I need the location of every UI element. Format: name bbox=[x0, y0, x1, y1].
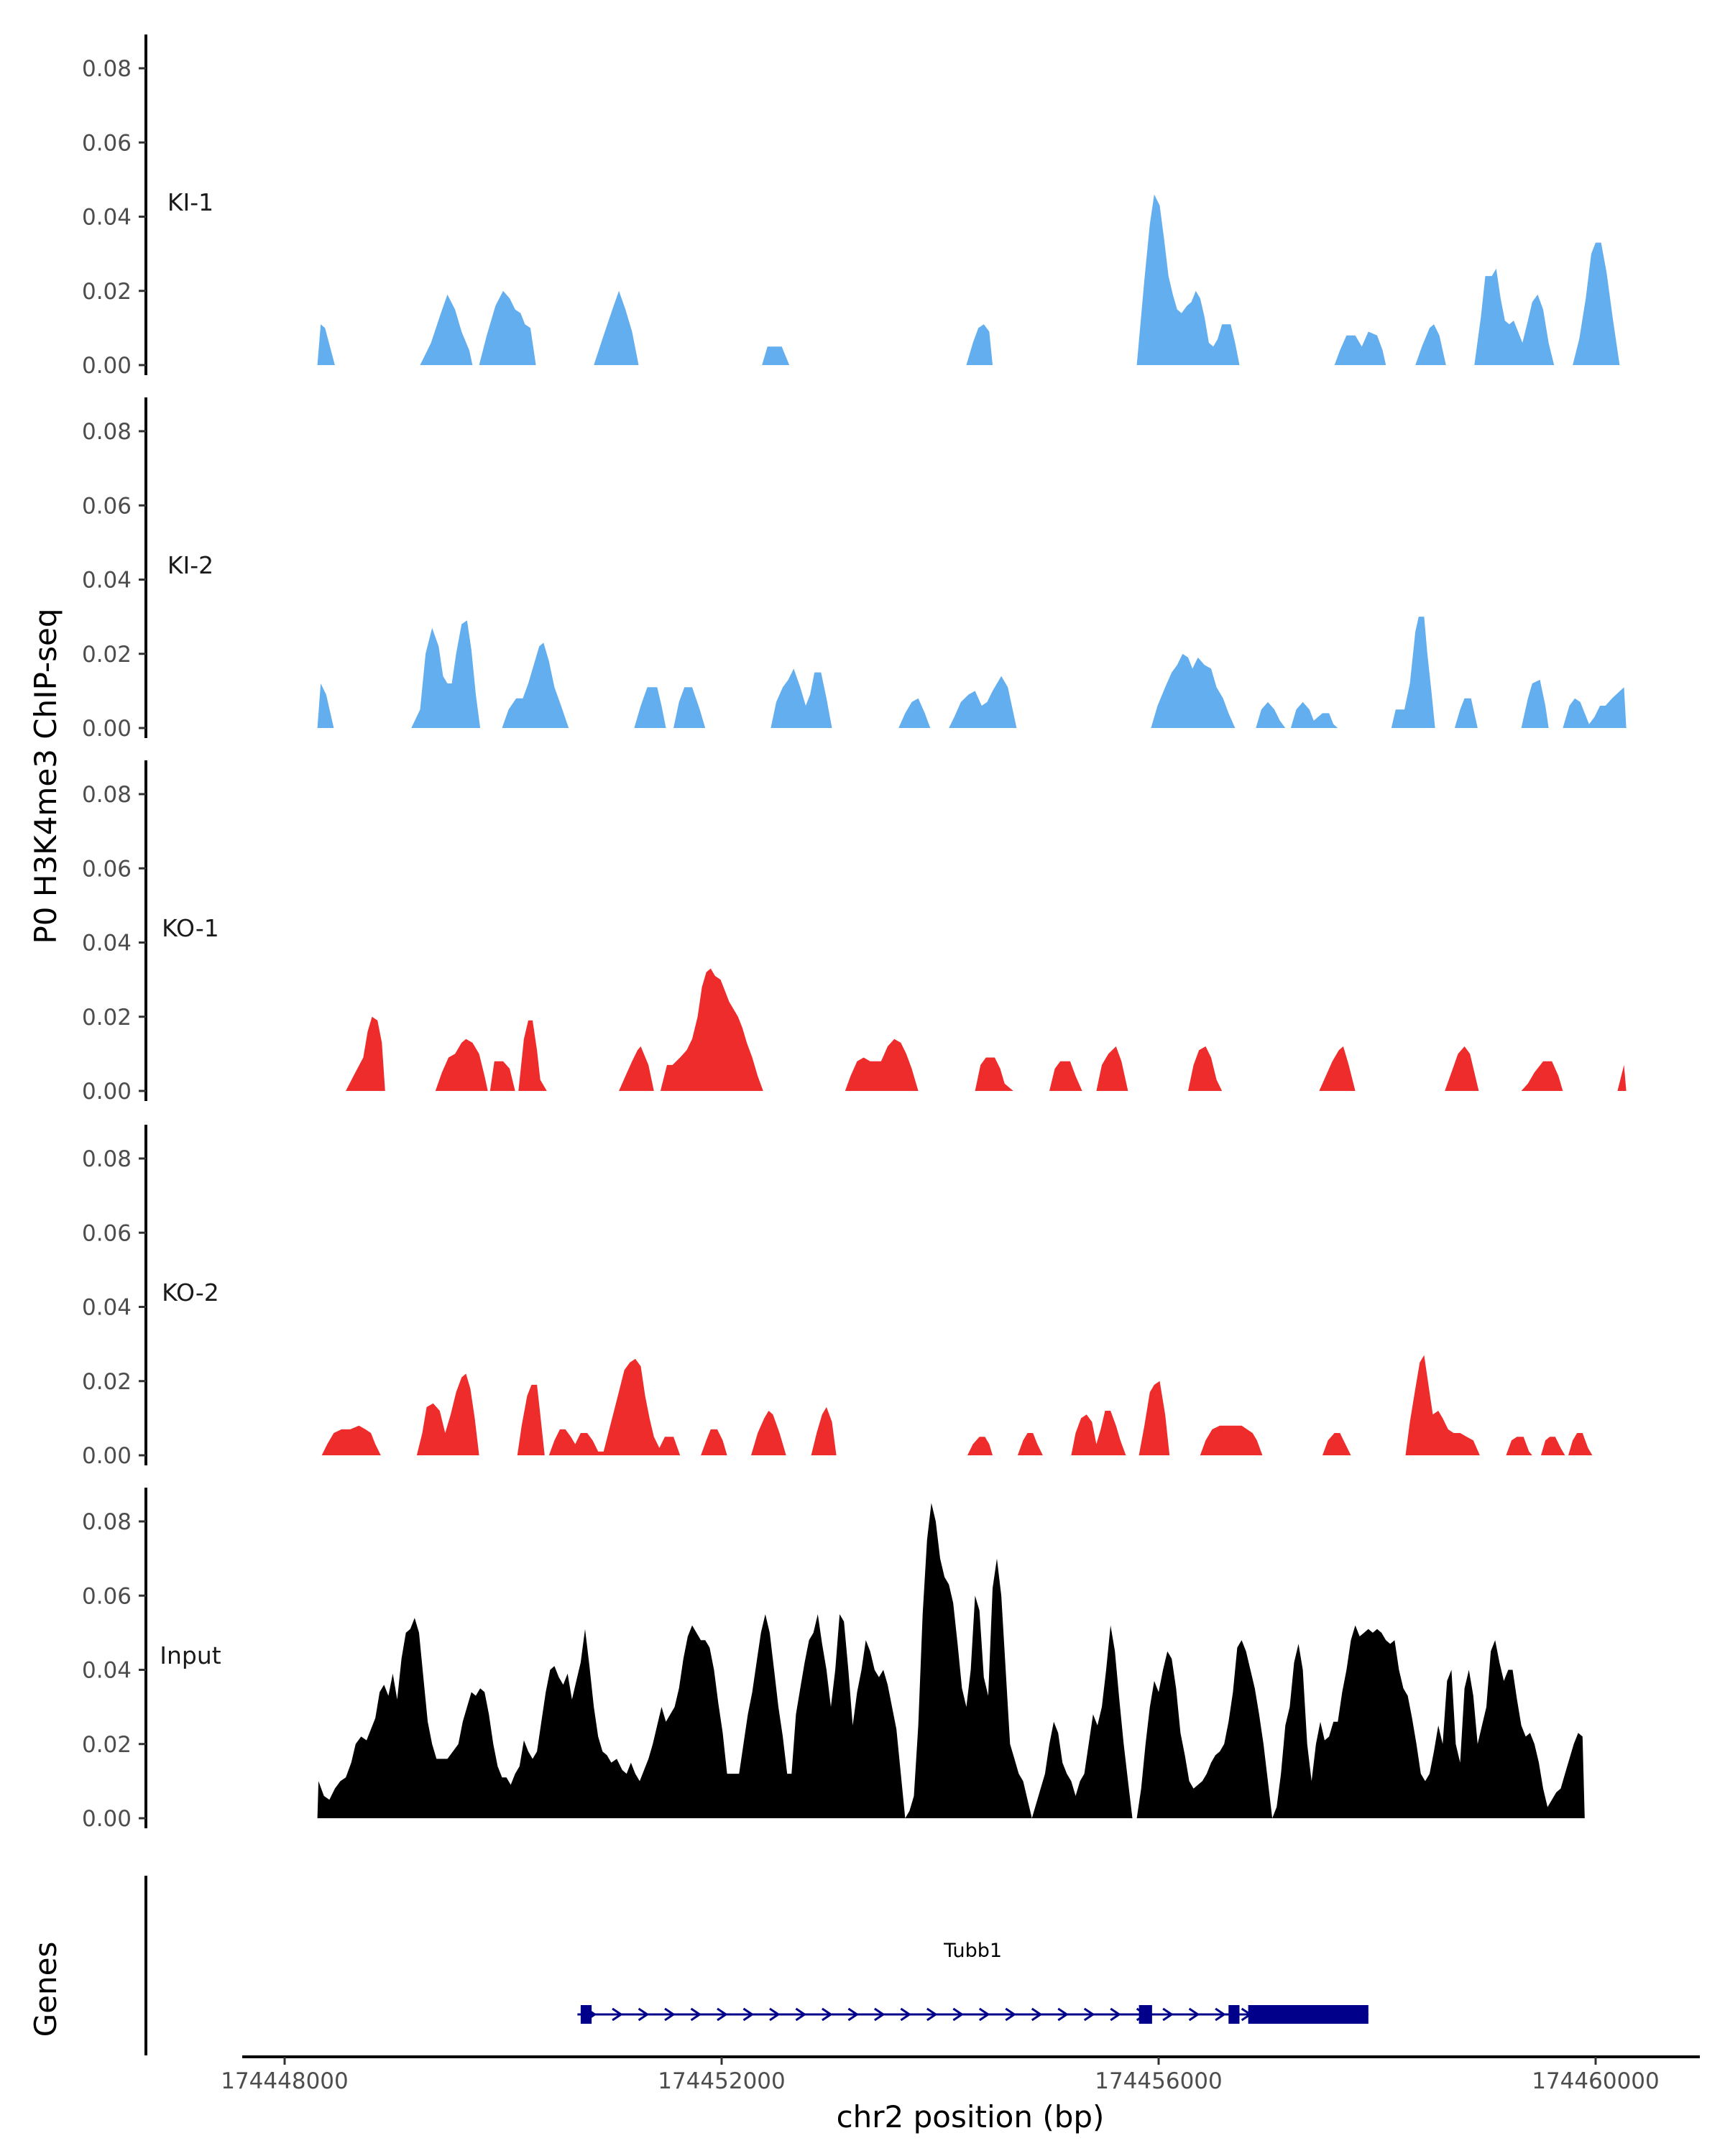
track-label: KO-2 bbox=[162, 1279, 219, 1307]
y-tick-label: 0.08 bbox=[82, 56, 132, 82]
gene-track: Tubb1 bbox=[144, 1876, 1368, 2055]
gene-name-label: Tubb1 bbox=[943, 1940, 1002, 1962]
strand-arrow bbox=[690, 2007, 702, 2022]
y-tick-label: 0.06 bbox=[82, 1583, 132, 1609]
signal-area-ko-1 bbox=[346, 968, 1627, 1091]
y-tick-label: 0.00 bbox=[82, 716, 132, 742]
y-tick-label: 0.08 bbox=[82, 782, 132, 808]
y-tick-label: 0.08 bbox=[82, 419, 132, 445]
strand-arrow bbox=[742, 2007, 755, 2022]
gene-exon-3 bbox=[1248, 2005, 1368, 2024]
track-input: 0.00 0.02 0.04 0.06 0.08 Input bbox=[82, 1488, 1585, 1832]
strand-arrow bbox=[612, 2007, 623, 2022]
gene-exon-1 bbox=[1138, 2005, 1152, 2024]
y-tick-label: 0.02 bbox=[82, 1732, 132, 1758]
y-tick-label: 0.08 bbox=[82, 1509, 132, 1535]
y-tick-label: 0.04 bbox=[82, 931, 132, 957]
y-tick-label: 0.04 bbox=[82, 1658, 132, 1684]
strand-arrow bbox=[874, 2007, 886, 2022]
strand-arrow bbox=[926, 2007, 938, 2022]
track-ko-1: 0.00 0.02 0.04 0.06 0.08 KO-1 bbox=[82, 760, 1627, 1105]
strand-arrow bbox=[900, 2007, 912, 2022]
signal-area-ko-2 bbox=[321, 1355, 1593, 1455]
x-axis-title: chr2 position (bp) bbox=[837, 2099, 1105, 2134]
y-tick-label: 0.06 bbox=[82, 1220, 132, 1246]
strand-arrow bbox=[1188, 2007, 1200, 2022]
strand-arrow bbox=[1083, 2007, 1095, 2022]
y-tick-label: 0.06 bbox=[82, 130, 132, 156]
x-tick-label: 174452000 bbox=[658, 2068, 786, 2094]
y-tick-label: 0.02 bbox=[82, 1369, 132, 1395]
x-tick-label: 174456000 bbox=[1095, 2068, 1223, 2094]
y-axis-title: P0 H3K4me3 ChIP-seq bbox=[28, 608, 63, 944]
x-tick-label: 174448000 bbox=[221, 2068, 349, 2094]
y-tick-label: 0.00 bbox=[82, 353, 132, 379]
signal-area-ki-1 bbox=[317, 194, 1620, 365]
track-ko-2: 0.00 0.02 0.04 0.06 0.08 KO-2 bbox=[82, 1125, 1593, 1469]
track-label: KO-1 bbox=[162, 914, 219, 942]
strand-arrow bbox=[717, 2007, 728, 2022]
strand-arrow bbox=[952, 2007, 965, 2022]
strand-arrow bbox=[1031, 2007, 1043, 2022]
strand-arrow bbox=[1162, 2007, 1174, 2022]
strand-arrow bbox=[1110, 2007, 1121, 2022]
strand-arrow bbox=[1057, 2007, 1069, 2022]
x-axis: 174448000 174452000 174456000 174460000 bbox=[221, 2055, 1700, 2094]
x-tick-label: 174460000 bbox=[1532, 2068, 1660, 2094]
strand-arrow bbox=[822, 2007, 833, 2022]
y-tick-label: 0.00 bbox=[82, 1443, 132, 1469]
signal-area-input bbox=[317, 1503, 1585, 1818]
track-label: Input bbox=[160, 1641, 221, 1669]
y-tick-label: 0.06 bbox=[82, 856, 132, 882]
y-tick-label: 0.00 bbox=[82, 1079, 132, 1105]
strand-arrow bbox=[978, 2007, 990, 2022]
strand-arrow bbox=[847, 2007, 860, 2022]
genes-track-title: Genes bbox=[28, 1942, 63, 2037]
strand-arrow bbox=[795, 2007, 807, 2022]
strand-arrow bbox=[1215, 2007, 1226, 2022]
y-tick-label: 0.08 bbox=[82, 1146, 132, 1172]
y-tick-label: 0.04 bbox=[82, 568, 132, 594]
track-label: KI-2 bbox=[167, 551, 213, 579]
signal-area-ki-2 bbox=[317, 617, 1627, 728]
strand-arrow bbox=[664, 2007, 676, 2022]
y-tick-label: 0.02 bbox=[82, 642, 132, 668]
y-tick-label: 0.04 bbox=[82, 1295, 132, 1321]
y-tick-label: 0.04 bbox=[82, 205, 132, 231]
track-ki-2: 0.00 0.02 0.04 0.06 0.08 KI-2 bbox=[82, 397, 1627, 742]
track-label: KI-1 bbox=[167, 188, 213, 216]
track-ki-1: 0.00 0.02 0.04 0.06 0.08 KI-1 bbox=[82, 34, 1620, 379]
gene-exon-2 bbox=[1228, 2005, 1240, 2024]
y-tick-label: 0.06 bbox=[82, 493, 132, 519]
strand-arrow bbox=[638, 2007, 650, 2022]
y-tick-label: 0.02 bbox=[82, 279, 132, 305]
gene-exon-0 bbox=[580, 2005, 592, 2024]
y-tick-label: 0.00 bbox=[82, 1806, 132, 1832]
y-tick-label: 0.02 bbox=[82, 1005, 132, 1031]
signal-tracks: 0.00 0.02 0.04 0.06 0.08 KI-1 0.00 0.02 0.04 0.06… bbox=[82, 34, 1627, 1832]
strand-arrow bbox=[769, 2007, 781, 2022]
strand-arrow bbox=[1005, 2007, 1016, 2022]
